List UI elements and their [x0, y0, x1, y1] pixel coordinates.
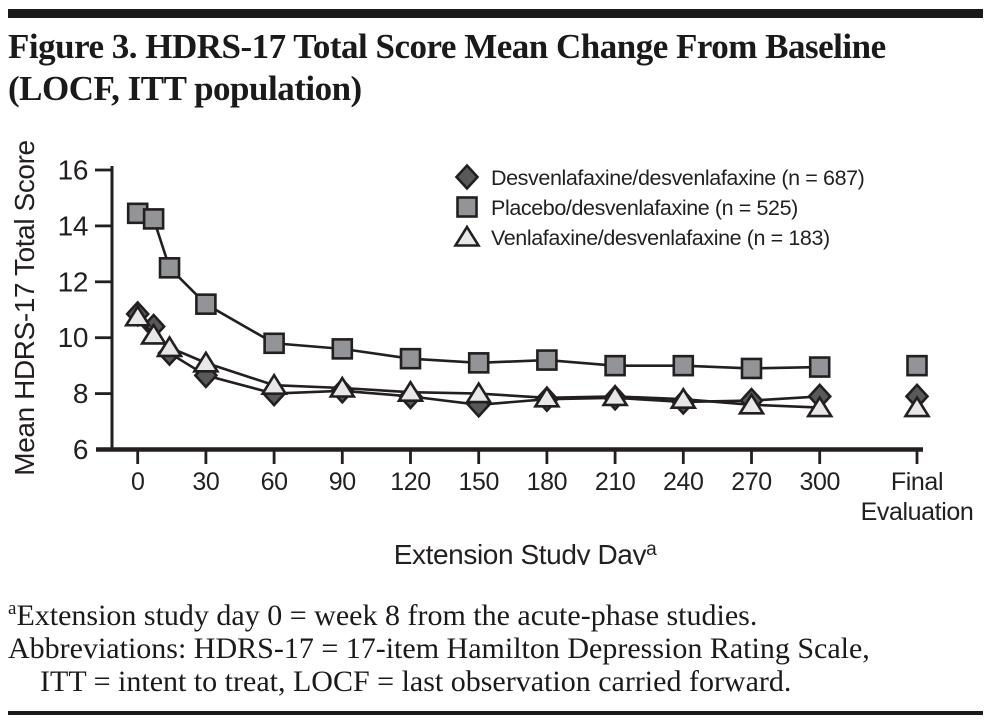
triangle-marker	[737, 392, 766, 415]
square-marker	[604, 354, 626, 377]
footnote-line2: Abbreviations: HDRS-17 = 17-item Hamilto…	[8, 632, 870, 665]
chart-area: 6 8 10 12 14 16 0 30 60 90 120 150 180 210 240 270 300 Fi…	[0, 140, 991, 570]
y-tick-label: 14	[58, 210, 88, 241]
y-tick-label: 16	[58, 155, 88, 186]
square-marker	[263, 332, 285, 355]
chart-svg: 6 8 10 12 14 16 0 30 60 90 120 150 180 210 240 270 300 Fi…	[9, 140, 974, 570]
y-axis-title: Mean HDRS-17 Total Score	[9, 140, 40, 475]
triangle-marker	[669, 386, 698, 409]
x-tick-label: 210	[595, 468, 636, 496]
triangle-marker	[805, 395, 834, 418]
figure-title-line2: (LOCF, ITT population)	[8, 69, 362, 108]
x-tick-label: 0	[131, 468, 145, 496]
bottom-rule	[8, 711, 983, 715]
top-rule	[8, 9, 983, 18]
square-marker	[142, 208, 165, 230]
square-marker	[672, 354, 695, 377]
x-tick-label-final-line2: Evaluation	[861, 498, 974, 526]
footnote-superscript: a	[8, 598, 17, 619]
triangle-marker	[396, 379, 425, 403]
square-marker	[195, 293, 217, 315]
square-marker	[399, 347, 422, 370]
triangle-marker	[328, 375, 357, 398]
x-tick-label: 120	[390, 468, 431, 496]
y-tick-label: 12	[58, 266, 88, 297]
square-marker	[158, 257, 181, 279]
triangle-marker	[155, 335, 184, 358]
triangle-marker	[123, 304, 152, 327]
legend-triangle-icon	[453, 224, 481, 247]
square-marker	[331, 338, 354, 360]
square-marker-final	[906, 354, 928, 377]
square-marker	[740, 357, 763, 380]
x-tick-label: 60	[261, 468, 288, 496]
legend-label-placebo-desvenlafaxine: Placebo/desvenlafaxine (n = 525)	[491, 196, 798, 220]
footnotes: aExtension study day 0 = week 8 from the…	[8, 599, 983, 698]
triangle-marker	[260, 372, 288, 396]
square-marker	[467, 352, 490, 374]
triangle-marker	[139, 322, 168, 345]
footnote-line1-text: Extension study day 0 = week 8 from the …	[16, 599, 758, 632]
legend-label-desvenlafaxine-desvenlafaxine: Desvenlafaxine/desvenlafaxine (n = 687)	[491, 166, 864, 190]
triangle-marker	[464, 381, 493, 404]
legend-square-icon	[456, 196, 478, 218]
x-tick-label-final-line1: Final	[891, 468, 943, 496]
triangle-marker-final	[903, 395, 931, 418]
figure-title: Figure 3. HDRS-17 Total Score Mean Chang…	[8, 26, 983, 110]
triangle-marker	[533, 385, 561, 408]
footnote-line1: aExtension study day 0 = week 8 from the…	[8, 599, 983, 632]
figure-title-line1: Figure 3. HDRS-17 Total Score Mean Chang…	[8, 27, 886, 66]
x-tick-label: 240	[663, 468, 704, 496]
square-marker	[808, 356, 831, 378]
x-tick-label: 300	[799, 468, 840, 496]
x-tick-label: 270	[731, 468, 772, 496]
y-tick-label: 6	[73, 434, 88, 465]
triangle-marker	[192, 350, 220, 373]
y-tick-label: 8	[73, 378, 88, 409]
legend-label-venlafaxine-desvenlafaxine: Venlafaxine/desvenlafaxine (n = 183)	[491, 226, 830, 250]
x-tick-label: 90	[329, 468, 356, 496]
legend-diamond-icon	[454, 163, 480, 191]
x-tick-label: 150	[458, 468, 499, 496]
triangle-marker	[601, 383, 629, 407]
footnote-line3: ITT = intent to treat, LOCF = last obser…	[40, 665, 792, 698]
x-tick-label: 30	[192, 468, 219, 496]
y-tick-label: 10	[58, 322, 88, 353]
x-tick-label: 180	[527, 468, 568, 496]
x-axis-title: Extension Study Daya	[394, 539, 657, 565]
square-marker	[536, 349, 558, 371]
